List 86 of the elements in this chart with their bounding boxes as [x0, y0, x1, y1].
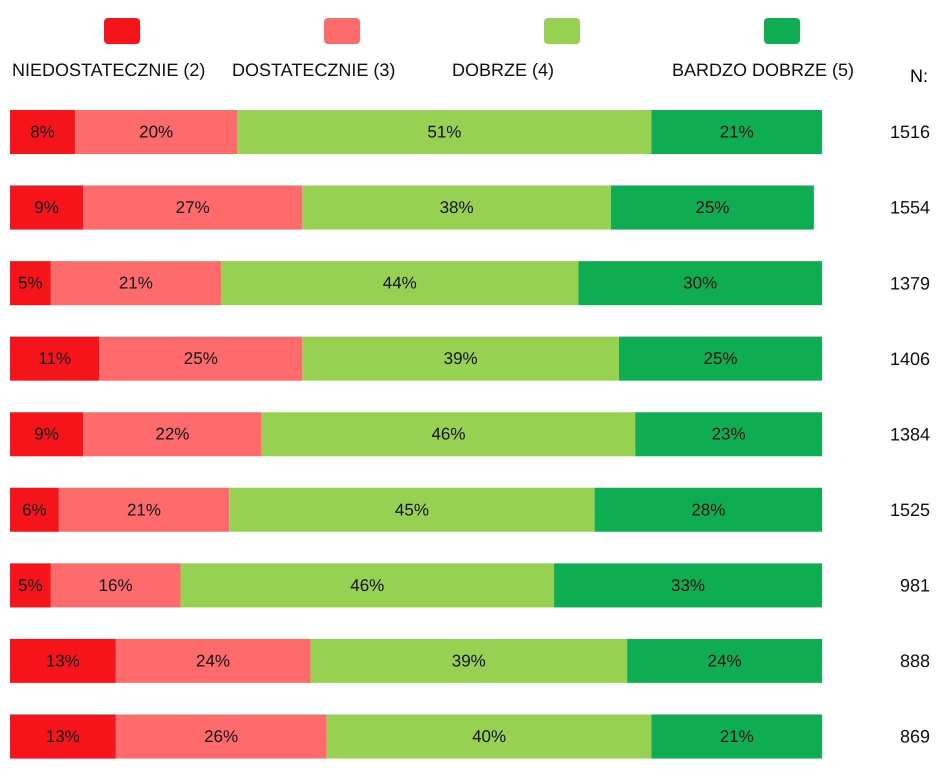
- bar: [116, 714, 327, 758]
- text: 1525: [890, 500, 930, 520]
- bar: [554, 563, 822, 608]
- data-label: 23%: [712, 424, 746, 444]
- bar: [10, 638, 116, 683]
- data-label: 39%: [444, 349, 478, 368]
- text: 888: [900, 651, 930, 672]
- text: 1379: [890, 273, 930, 294]
- data-label: 9%: [34, 424, 59, 444]
- data-label: 11%: [38, 349, 72, 368]
- data-label: 44%: [382, 274, 417, 293]
- bar: [83, 412, 262, 456]
- bar: [50, 261, 222, 306]
- data-label: 45%: [394, 500, 429, 520]
- data-label: 30%: [683, 274, 718, 293]
- bar: [10, 110, 75, 154]
- data-label: 16%: [98, 576, 133, 595]
- data-label: 39%: [452, 651, 486, 670]
- text: 981: [900, 576, 930, 596]
- bar: [635, 412, 822, 456]
- data-label: 24%: [196, 651, 230, 670]
- legend-label: BARDZO DOBRZE (5): [672, 60, 854, 81]
- bar: [594, 488, 822, 532]
- data-label: 40%: [472, 726, 506, 746]
- bar: [229, 488, 595, 532]
- bar: [83, 186, 302, 230]
- legend-label: NIEDOSTATECZNIE (2): [12, 60, 206, 81]
- data-label: 13%: [46, 726, 80, 746]
- legend-label: DOBRZE (4): [452, 60, 554, 81]
- data-label: 5%: [18, 576, 43, 595]
- data-label: 20%: [139, 122, 174, 142]
- data-label: 51%: [427, 122, 462, 142]
- bar: [651, 714, 822, 758]
- bar: [10, 336, 100, 381]
- bar: [262, 412, 636, 456]
- bar: [302, 336, 619, 381]
- data-label: 46%: [431, 424, 466, 444]
- bar: [10, 488, 59, 532]
- bar: [310, 638, 628, 683]
- legend-label: DOSTATECZNIE (3): [232, 60, 396, 81]
- bar: [116, 638, 310, 683]
- bar: [10, 186, 84, 230]
- data-label: 24%: [708, 651, 742, 670]
- bar: [578, 261, 822, 306]
- bar: [10, 412, 84, 456]
- bar: [326, 714, 652, 758]
- bar: [50, 563, 181, 608]
- data-label: 8%: [30, 122, 55, 142]
- data-label: 33%: [671, 576, 706, 595]
- data-label: 21%: [126, 500, 161, 520]
- bar: [651, 110, 822, 154]
- data-label: 22%: [155, 424, 190, 444]
- data-label: 5%: [18, 274, 43, 293]
- data-label: 21%: [720, 726, 754, 746]
- bar: [10, 261, 51, 306]
- bar: [619, 336, 822, 381]
- text: 869: [900, 726, 930, 747]
- data-label: 25%: [184, 349, 218, 368]
- bar: [180, 563, 554, 608]
- data-label: 21%: [118, 274, 153, 293]
- data-label: 28%: [691, 500, 726, 520]
- text: N:: [910, 66, 928, 87]
- bar: [10, 714, 116, 758]
- bar: [74, 110, 238, 154]
- data-label: 38%: [440, 198, 474, 218]
- data-label: 9%: [34, 198, 59, 218]
- bar: [302, 186, 611, 230]
- bar: [58, 488, 230, 532]
- data-label: 25%: [695, 198, 730, 218]
- text: 1516: [890, 122, 930, 142]
- bar: [237, 110, 652, 154]
- data-label: 26%: [204, 726, 238, 746]
- data-label: 6%: [22, 500, 47, 520]
- text: 1554: [890, 198, 930, 218]
- data-label: 21%: [720, 122, 754, 142]
- bar: [10, 563, 51, 608]
- bar: [627, 638, 822, 683]
- data-label: 13%: [46, 651, 80, 670]
- text: 1406: [890, 348, 930, 369]
- data-label: 46%: [350, 576, 384, 595]
- bar: [610, 186, 814, 230]
- bar: [99, 336, 302, 381]
- text: 1384: [890, 424, 930, 444]
- data-label: 27%: [176, 198, 210, 218]
- bar: [221, 261, 578, 306]
- data-label: 25%: [703, 349, 738, 368]
